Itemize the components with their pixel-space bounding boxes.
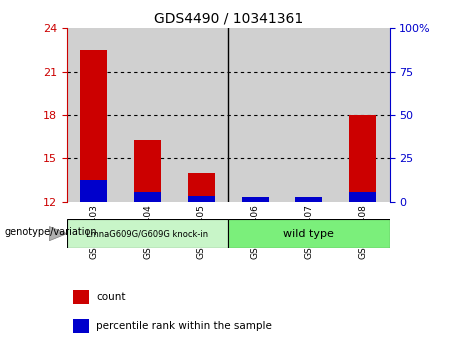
- Bar: [73, 319, 89, 333]
- Text: genotype/variation: genotype/variation: [5, 227, 97, 237]
- Bar: [73, 290, 89, 304]
- Bar: [228, 219, 390, 248]
- Bar: [67, 219, 228, 248]
- Bar: [296, 200, 322, 202]
- Bar: [67, 28, 121, 202]
- Bar: [296, 198, 322, 202]
- Bar: [228, 28, 282, 202]
- Bar: [242, 200, 268, 202]
- Bar: [188, 196, 215, 202]
- Text: LmnaG609G/G609G knock-in: LmnaG609G/G609G knock-in: [87, 229, 208, 238]
- Bar: [349, 192, 376, 202]
- Bar: [80, 50, 107, 202]
- Text: wild type: wild type: [284, 229, 334, 239]
- Title: GDS4490 / 10341361: GDS4490 / 10341361: [154, 12, 303, 26]
- Bar: [242, 198, 268, 202]
- Bar: [121, 28, 174, 202]
- Bar: [134, 192, 161, 202]
- Bar: [349, 115, 376, 202]
- Bar: [188, 173, 215, 202]
- Bar: [134, 139, 161, 202]
- Bar: [174, 28, 228, 202]
- Bar: [336, 28, 390, 202]
- Text: percentile rank within the sample: percentile rank within the sample: [96, 321, 272, 331]
- Bar: [80, 180, 107, 202]
- Bar: [282, 28, 336, 202]
- Text: count: count: [96, 292, 125, 302]
- Polygon shape: [49, 227, 67, 241]
